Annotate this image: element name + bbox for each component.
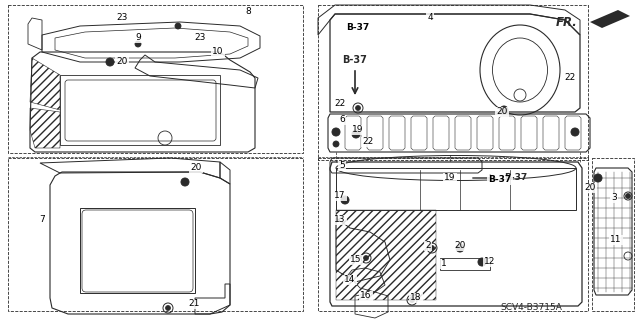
Circle shape [332,128,340,136]
Text: 20: 20 [496,108,508,116]
Circle shape [175,23,181,29]
Text: 11: 11 [611,235,621,244]
Bar [440,258,490,270]
Circle shape [341,196,349,204]
Text: 7: 7 [39,216,45,225]
Circle shape [333,141,339,147]
Circle shape [478,258,486,266]
Circle shape [166,306,170,310]
Text: B-37: B-37 [342,55,367,65]
Text: 20: 20 [584,183,596,192]
Text: 9: 9 [135,33,141,42]
Text: 19: 19 [444,174,456,182]
Text: 20: 20 [116,57,128,66]
Text: 20: 20 [190,164,202,173]
Text: 12: 12 [484,257,496,266]
Circle shape [355,106,360,110]
Text: 21: 21 [188,300,200,308]
Text: 19: 19 [352,125,364,135]
Bar [80,208,195,293]
Text: B-37: B-37 [488,175,511,184]
Text: 16: 16 [360,292,372,300]
Text: 10: 10 [212,48,224,56]
Text: 18: 18 [410,293,422,302]
Circle shape [181,178,189,186]
Text: 20: 20 [454,241,466,250]
Circle shape [429,246,435,250]
Text: B-37: B-37 [346,24,370,33]
Text: 5: 5 [339,161,345,170]
Bar [592,158,634,311]
Text: FR.: FR. [556,16,578,28]
Bar [318,158,588,311]
Bar [8,158,303,311]
Text: 4: 4 [427,13,433,23]
Circle shape [500,106,508,114]
Bar [8,5,303,153]
Circle shape [410,298,415,302]
Text: 6: 6 [339,115,345,124]
Circle shape [352,130,360,138]
Circle shape [594,174,602,182]
Text: 22: 22 [334,100,346,108]
Text: 8: 8 [245,8,251,17]
Text: 15: 15 [350,256,362,264]
Text: 22: 22 [564,73,575,83]
Bar [318,5,588,160]
Text: 2: 2 [425,241,431,250]
Circle shape [571,128,579,136]
Bar [336,210,436,300]
Text: 22: 22 [362,137,374,146]
Text: 14: 14 [344,276,356,285]
Text: SCV4-B3715A: SCV4-B3715A [500,303,562,313]
Text: 17: 17 [334,191,346,201]
Circle shape [625,194,630,198]
Text: B-37: B-37 [504,174,527,182]
Bar [60,75,220,145]
Text: 3: 3 [611,194,617,203]
Text: 13: 13 [334,216,346,225]
Circle shape [456,244,464,252]
Text: 23: 23 [116,13,128,23]
Circle shape [135,41,141,47]
Text: 23: 23 [195,33,205,42]
Circle shape [106,58,114,66]
Polygon shape [590,10,630,28]
Circle shape [364,256,369,261]
Text: 1: 1 [441,259,447,269]
